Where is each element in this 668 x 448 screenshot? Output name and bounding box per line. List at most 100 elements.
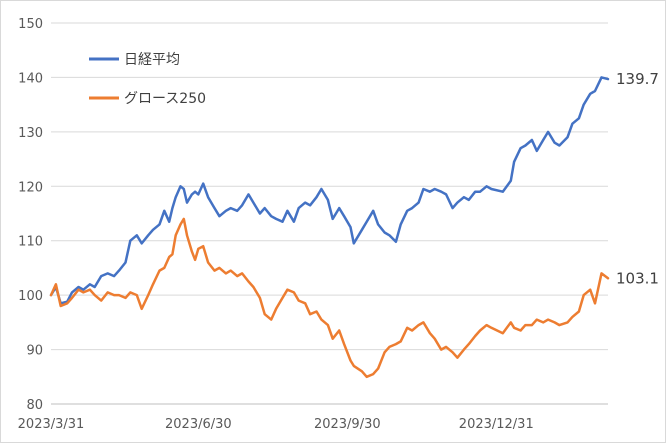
data-point (191, 193, 193, 196)
y-tick-label: 120 (18, 180, 43, 195)
data-point (186, 234, 188, 237)
data-point (241, 272, 243, 275)
data-point (327, 324, 329, 326)
data-point (158, 223, 161, 226)
data-point (566, 321, 569, 324)
data-point (136, 234, 138, 237)
data-point (349, 359, 352, 362)
x-tick-label: 2023/12/31 (459, 417, 534, 432)
data-point (352, 242, 355, 245)
data-point (513, 160, 515, 163)
data-point (361, 370, 363, 373)
data-point (485, 185, 488, 188)
data-point (71, 291, 73, 294)
y-tick-label: 90 (26, 344, 43, 359)
data-point (140, 242, 143, 245)
data-point (571, 122, 574, 125)
data-point (600, 76, 603, 79)
data-point (501, 332, 504, 335)
data-point (77, 286, 80, 288)
data-point (168, 256, 171, 258)
data-point (490, 327, 493, 329)
data-point (411, 207, 413, 209)
data-point (304, 302, 307, 305)
data-point (338, 207, 341, 209)
data-point (463, 196, 465, 198)
data-point (129, 291, 132, 294)
data-point (100, 275, 102, 277)
data-point (315, 310, 318, 313)
data-point (174, 196, 177, 198)
data-point (202, 182, 205, 185)
data-point (309, 204, 311, 207)
data-point (479, 329, 481, 332)
data-point (179, 185, 182, 188)
data-point (229, 269, 232, 272)
data-point (77, 288, 80, 291)
data-point (524, 144, 527, 147)
legend-label-1: グロース250 (124, 91, 206, 107)
data-point (252, 201, 255, 204)
data-point (365, 220, 368, 223)
data-point (163, 209, 166, 212)
data-point (589, 92, 591, 95)
data-point (241, 204, 243, 207)
data-point (411, 329, 413, 332)
data-point (320, 188, 323, 190)
data-point (182, 188, 185, 190)
data-point (152, 229, 154, 231)
data-point (89, 283, 91, 286)
data-point (417, 201, 420, 204)
data-point (207, 196, 209, 198)
data-point (589, 288, 591, 291)
data-point (399, 340, 402, 343)
data-point (531, 139, 533, 141)
data-point (293, 220, 295, 223)
data-point (558, 324, 561, 326)
data-point (129, 239, 132, 242)
data-point (474, 190, 477, 193)
data-point (558, 144, 561, 147)
data-point (451, 207, 454, 209)
data-point (440, 348, 443, 351)
data-point (124, 297, 127, 299)
data-point (352, 365, 355, 367)
data-point (510, 180, 512, 182)
data-point (281, 220, 284, 223)
data-point (327, 199, 329, 201)
data-point (331, 218, 334, 220)
data-point (259, 297, 261, 299)
data-point (55, 283, 57, 286)
x-axis-tick-labels: 2023/3/31 2023/6/30 2023/9/30 2023/12/31 (18, 417, 534, 432)
data-point (171, 253, 174, 256)
y-axis-tick-labels: 80 90 100 110 120 130 140 150 (18, 17, 43, 413)
legend-label-0: 日経平均 (124, 52, 180, 68)
data-point (451, 351, 454, 354)
data-point (399, 223, 402, 226)
data-point (270, 215, 273, 218)
data-point (547, 131, 549, 133)
data-point (388, 346, 391, 348)
data-point (252, 286, 255, 288)
data-point (531, 324, 533, 326)
data-point (553, 141, 556, 144)
data-point (513, 327, 515, 329)
data-point (50, 294, 52, 296)
data-point (124, 261, 127, 264)
data-point (479, 190, 481, 193)
data-point (429, 332, 431, 335)
data-point (571, 316, 574, 318)
data-point (542, 321, 545, 324)
data-point (422, 188, 425, 190)
data-point (286, 288, 289, 291)
series-line-1 (49, 217, 610, 379)
data-point (113, 294, 115, 296)
data-point (82, 288, 85, 291)
data-point (89, 288, 91, 291)
end-labels: 139.7 103.1 (616, 70, 659, 287)
data-point (406, 327, 409, 329)
data-point (578, 117, 580, 120)
data-point (440, 190, 443, 193)
